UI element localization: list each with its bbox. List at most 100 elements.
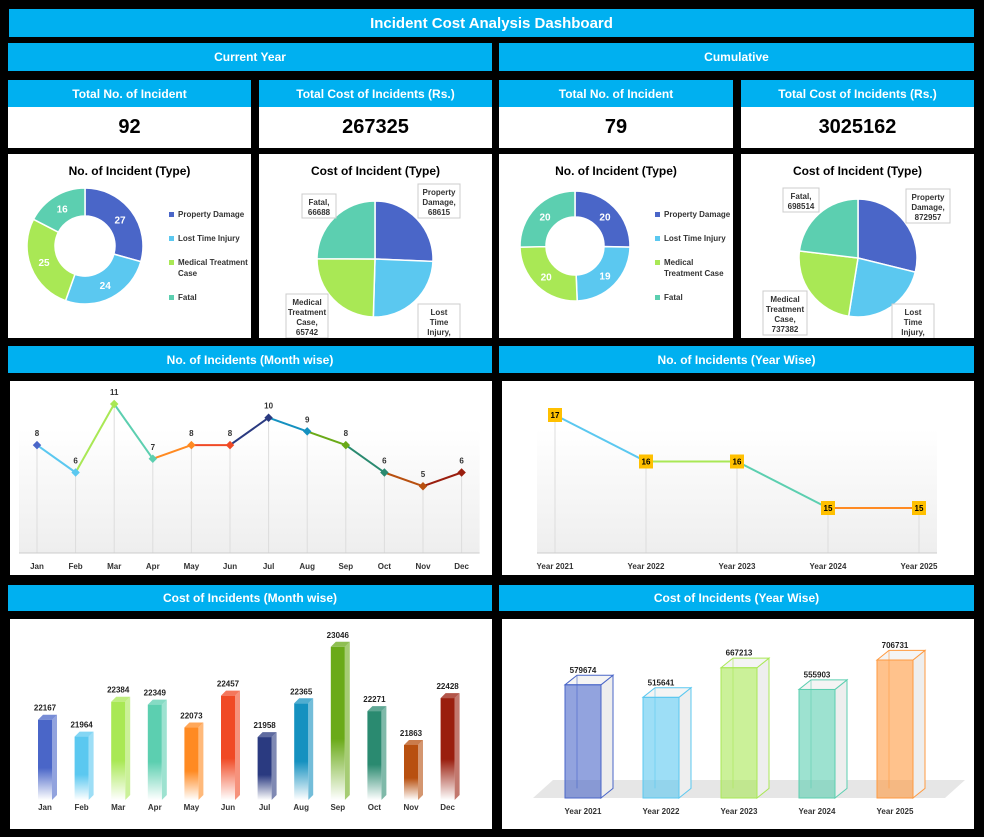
section-cumulative: Cumulative — [499, 43, 974, 71]
data-label: 7 — [151, 443, 156, 452]
bar — [38, 714, 57, 800]
data-point — [821, 501, 835, 515]
x-tick-label: Nov — [403, 803, 419, 812]
section-year-count: No. of Incidents (Year Wise) — [499, 346, 974, 373]
x-tick-label: Dec — [454, 562, 469, 571]
data-label: 6 — [73, 457, 78, 466]
data-label: 22073 — [180, 712, 203, 721]
svg-text:Medical: Medical — [292, 298, 321, 307]
data-label: 6 — [459, 457, 464, 466]
svg-text:Damage,: Damage, — [422, 198, 455, 207]
bar — [797, 678, 849, 800]
legend-item: Fatal — [169, 292, 249, 303]
data-label: 515641 — [648, 678, 675, 687]
bar — [875, 649, 927, 800]
data-label: 20 — [541, 273, 553, 284]
kpi-label: Total No. of Incident — [8, 80, 251, 107]
svg-text:737382: 737382 — [772, 325, 799, 334]
slice-medical-treatment-case — [26, 218, 76, 302]
section-current-year: Current Year — [8, 43, 492, 71]
bar — [221, 690, 240, 800]
svg-text:Property: Property — [423, 188, 456, 197]
line-segment — [736, 460, 829, 509]
data-label: 16 — [733, 458, 742, 467]
x-tick-label: Feb — [74, 803, 88, 812]
slice-property-damage — [857, 198, 918, 274]
bar-chart: 579674 Year 2021 515641 Year 2022 667213 Year… — [533, 641, 965, 816]
x-tick-label: Mar — [107, 562, 121, 571]
slice-fatal — [32, 187, 86, 234]
data-label: 555903 — [804, 670, 831, 679]
x-tick-label: Jun — [223, 562, 237, 571]
bar — [641, 686, 693, 800]
svg-text:Medical: Medical — [770, 295, 799, 304]
x-tick-label: Year 2022 — [643, 807, 680, 816]
x-tick-label: Jan — [30, 562, 44, 571]
line-segment — [74, 403, 116, 473]
legend: Property Damage Lost Time Injury Medical… — [169, 209, 249, 316]
bar — [440, 693, 460, 800]
x-tick-label: Nov — [415, 562, 431, 571]
kpi-label: Total Cost of Incidents (Rs.) — [259, 80, 492, 107]
data-label: 11 — [110, 388, 119, 397]
chart-year-count: 17 Year 2021 16 Year 2022 16 Year 2023 15 Year … — [502, 381, 974, 575]
slice-property-damage — [374, 200, 434, 263]
data-point — [71, 468, 80, 477]
legend-item: Medical Treatment Case — [169, 257, 249, 279]
kpi-value: 79 — [499, 107, 733, 148]
bar — [74, 731, 94, 800]
data-point — [548, 408, 562, 422]
dashboard-title: Incident Cost Analysis Dashboard — [9, 9, 974, 37]
slice-medical-treatment-case — [316, 258, 376, 318]
svg-text:Case,: Case, — [774, 315, 795, 324]
data-point — [457, 468, 466, 477]
x-tick-label: Aug — [293, 803, 309, 812]
svg-text:Case,: Case, — [296, 318, 317, 327]
svg-text:66688: 66688 — [308, 208, 331, 217]
svg-text:Lost: Lost — [431, 308, 448, 317]
data-point — [264, 413, 273, 422]
data-label: 16 — [642, 458, 651, 467]
line-segment — [345, 444, 385, 474]
line-segment — [554, 414, 647, 463]
line-segment — [384, 471, 424, 488]
bar-chart: 22167 Jan 21964 Feb 22384 Mar 22349 Apr 22073 May… — [34, 631, 460, 812]
kpi-value: 92 — [8, 107, 251, 148]
x-tick-label: Year 2024 — [810, 562, 847, 571]
data-label: 23046 — [327, 631, 350, 640]
x-tick-label: Jan — [38, 803, 52, 812]
chart-title: No. of Incident (Type) — [555, 164, 677, 178]
data-label: 22349 — [144, 689, 167, 698]
line-chart: 8 Jan 6 Feb 11 Mar 7 Apr 8 May 8 Jun 10 Jul 9 Aug 8 Sep 6 O… — [19, 388, 480, 571]
data-label: 17 — [551, 411, 560, 420]
x-tick-label: Jun — [221, 803, 235, 812]
data-label: 20 — [599, 213, 611, 224]
x-tick-label: Year 2021 — [565, 807, 602, 816]
data-label: 8 — [35, 429, 40, 438]
svg-text:Treatment: Treatment — [766, 305, 805, 314]
line-chart: 17 Year 2021 16 Year 2022 16 Year 2023 15 Year … — [537, 408, 938, 571]
data-label: 579674 — [570, 666, 597, 675]
bar — [404, 739, 423, 800]
x-tick-label: Year 2025 — [877, 807, 914, 816]
plot-area — [19, 429, 480, 553]
data-label: 8 — [228, 429, 233, 438]
svg-text:Time: Time — [904, 318, 923, 327]
kpi-value: 267325 — [259, 107, 492, 148]
data-label: 15 — [824, 504, 833, 513]
x-tick-label: Year 2021 — [537, 562, 574, 571]
bar — [184, 722, 204, 800]
data-point — [730, 454, 744, 469]
bar — [147, 699, 167, 800]
line-segment — [36, 444, 77, 474]
chart-month-cost: 22167 Jan 21964 Feb 22384 Mar 22349 Apr 22073 May… — [10, 619, 492, 829]
bar — [111, 696, 131, 800]
data-label: 24 — [100, 281, 112, 292]
svg-text:Lost: Lost — [905, 308, 922, 317]
chart-cumulative-cost-type: Cost of Incident (Type) Property Damage, 8… — [741, 154, 974, 349]
